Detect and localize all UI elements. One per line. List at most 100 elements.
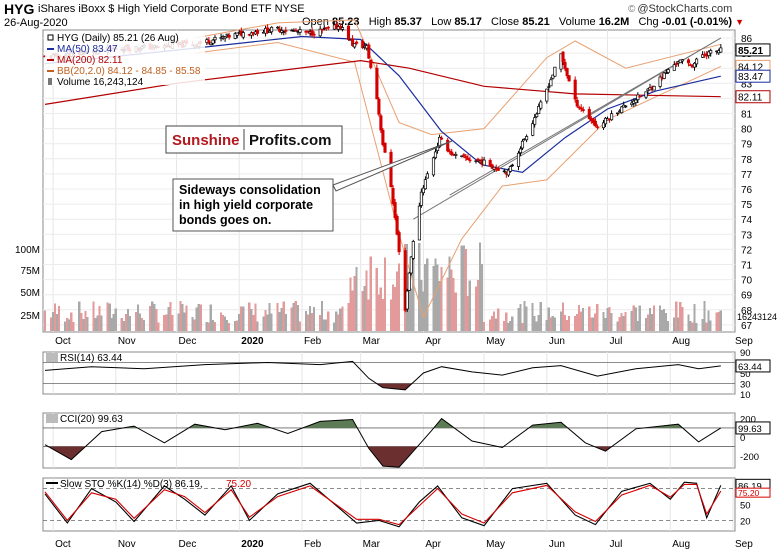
candle-body — [419, 191, 423, 206]
volume-bar — [339, 308, 342, 331]
candle-body — [701, 54, 705, 58]
volume-bar — [53, 303, 57, 331]
logo-text-left: Sunshine — [172, 132, 240, 149]
candle-body — [666, 69, 670, 73]
legend-entry: MA(200) 82.11 — [57, 55, 123, 66]
x-label-top: Mar — [363, 336, 381, 347]
candle-body — [379, 115, 383, 131]
volume-bar — [282, 301, 285, 331]
x-label-top: Oct — [55, 336, 71, 347]
volume-bar — [559, 311, 562, 331]
volume-bar — [545, 319, 548, 331]
volume-bar — [406, 244, 409, 331]
volume-bar — [677, 317, 680, 331]
candle-body — [276, 26, 280, 29]
price-tick-label: 77 — [741, 170, 753, 181]
volume-bar — [49, 317, 53, 331]
price-badge-label: 82.11 — [738, 93, 763, 104]
volume-bar — [312, 307, 316, 331]
rsi-line — [44, 360, 721, 391]
x-label-top: Aug — [672, 336, 690, 347]
candle-body — [223, 36, 227, 39]
price-badge — [735, 90, 771, 104]
volume-bar — [408, 276, 411, 331]
x-label-bottom: Feb — [304, 539, 322, 550]
volume-bar — [250, 308, 253, 331]
volume-bar — [209, 304, 212, 331]
volume-bar — [347, 303, 350, 331]
candle-body — [383, 142, 387, 153]
price-tick-label: 72 — [741, 245, 753, 256]
volume-bar — [590, 317, 593, 331]
volume-bar — [228, 323, 231, 331]
candle-body — [353, 43, 357, 48]
rsi-negative-fill — [45, 383, 721, 390]
candle-body — [496, 167, 500, 171]
volume-bar — [663, 309, 666, 331]
candle-body — [294, 29, 298, 32]
volume-tick-label: 75M — [21, 266, 40, 277]
volume-bar — [630, 310, 633, 331]
high-value: 85.37 — [394, 16, 422, 28]
volume-bar — [143, 320, 146, 331]
volume-bar — [667, 321, 670, 331]
volume-bar — [606, 307, 609, 331]
volume-bar — [294, 301, 297, 331]
candle-body — [440, 137, 444, 140]
price-tick-label: 81 — [741, 110, 753, 121]
x-label-bottom: Sep — [735, 539, 753, 550]
volume-bar — [96, 315, 99, 331]
volume-bar — [709, 320, 712, 331]
volume-bar — [304, 310, 307, 331]
volume-bar — [106, 302, 109, 331]
candle-body — [664, 72, 668, 75]
candle-body — [610, 113, 614, 121]
rsi-title-swatch — [46, 353, 58, 362]
volume-bar — [242, 306, 245, 331]
volume-bar — [652, 305, 656, 331]
legend-background — [45, 31, 205, 85]
candle-body — [405, 290, 409, 310]
x-label-top: Jul — [610, 336, 623, 347]
volume-bar — [489, 319, 492, 331]
volume-bar — [108, 303, 111, 331]
volume-bar — [620, 313, 623, 331]
volume-bar — [691, 322, 694, 331]
volume-bar — [533, 316, 536, 331]
candle-body — [545, 88, 549, 102]
volume-bar — [64, 321, 67, 331]
candle-body — [518, 148, 523, 154]
legend-swatch-volume — [48, 78, 52, 85]
volume-bar — [638, 305, 641, 331]
price-badge-label: 84.12 — [738, 62, 763, 73]
x-label-bottom: Nov — [118, 539, 136, 550]
volume-bar — [719, 310, 722, 331]
volume-bar — [363, 286, 366, 331]
volume-bar — [446, 277, 449, 331]
candle-body — [395, 216, 399, 235]
volume-bar — [298, 321, 301, 331]
candle-body — [351, 38, 355, 46]
price-tick-label: 73 — [741, 230, 753, 241]
candle-body — [577, 106, 581, 109]
volume-bar — [264, 309, 267, 331]
volume-bar — [193, 319, 196, 331]
volume-bar — [454, 292, 457, 331]
candle-body — [389, 151, 393, 188]
candle-body — [284, 30, 288, 32]
volume-bar — [452, 277, 455, 331]
price-tick-label: 86 — [741, 34, 753, 45]
volume-bar — [225, 320, 229, 331]
low-value: 85.17 — [454, 16, 482, 28]
volume-bar — [537, 314, 540, 331]
candle-body — [381, 129, 385, 145]
candle-body — [688, 64, 693, 66]
candle-body — [393, 202, 397, 219]
volume-bar — [177, 313, 180, 331]
candle-body — [249, 32, 253, 36]
volume-bar — [491, 316, 494, 331]
annotation-box — [172, 178, 334, 232]
volume-bar — [497, 308, 500, 331]
volume-bar — [511, 316, 514, 331]
candle-body — [531, 123, 535, 136]
